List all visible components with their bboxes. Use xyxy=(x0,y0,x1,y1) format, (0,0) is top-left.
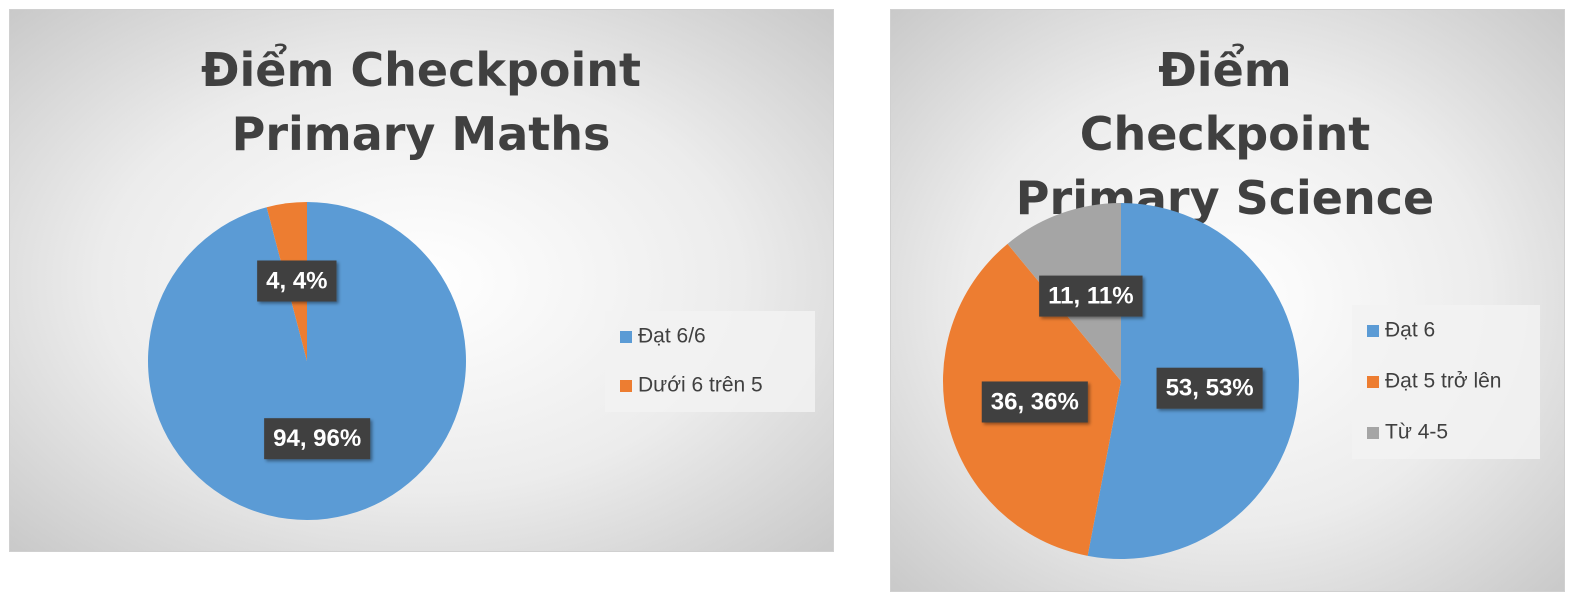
legend-label: Đạt 6 xyxy=(1385,319,1435,342)
data-label: 4, 4% xyxy=(257,260,337,302)
legend-box xyxy=(605,311,815,412)
data-label: 11, 11% xyxy=(1039,275,1143,317)
legend-label: Đạt 6/6 xyxy=(638,325,706,348)
data-label-text: 94, 96% xyxy=(273,425,361,452)
data-label: 53, 53% xyxy=(1156,367,1263,409)
chart-title: Điểm Checkpoint Primary Maths xyxy=(200,43,642,161)
data-label-box xyxy=(1039,275,1143,317)
legend-label: Đạt 5 trở lên xyxy=(1385,370,1501,393)
data-label-text: 36, 36% xyxy=(991,388,1079,415)
data-label-box xyxy=(264,418,371,460)
data-label-text: 53, 53% xyxy=(1166,375,1254,402)
legend-swatch xyxy=(620,331,632,343)
data-label-box xyxy=(1156,367,1263,409)
data-label: 36, 36% xyxy=(981,381,1088,423)
data-label-box xyxy=(981,381,1088,423)
legend-swatch xyxy=(1367,427,1379,439)
data-label-text: 11, 11% xyxy=(1048,283,1133,310)
legend-swatch xyxy=(620,380,632,392)
legend-label: Dưới 6 trên 5 xyxy=(638,374,763,397)
data-label-box xyxy=(257,260,337,302)
legend-swatch xyxy=(1367,376,1379,388)
legend-label: Từ 4-5 xyxy=(1385,421,1448,444)
data-label: 94, 96% xyxy=(264,418,371,460)
data-label-text: 4, 4% xyxy=(266,267,327,294)
legend-swatch xyxy=(1367,325,1379,337)
legend-box xyxy=(1352,305,1540,459)
